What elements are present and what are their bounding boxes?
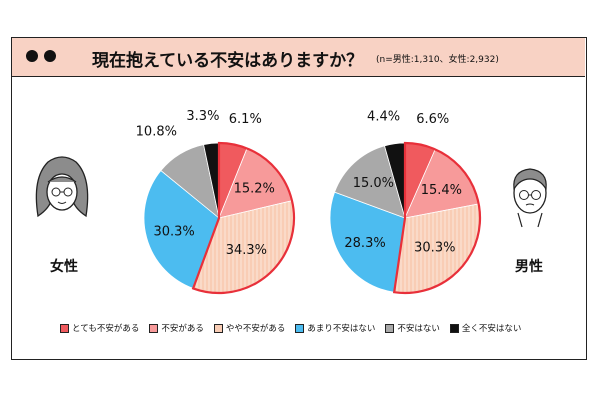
legend-swatch [149, 323, 159, 333]
legend-item: 不安がある [149, 322, 204, 334]
pie-slice [143, 169, 220, 289]
header-dot-icon [44, 50, 56, 62]
legend-item: やや不安がある [213, 322, 286, 334]
data-label: 3.3% [186, 109, 219, 124]
legend-label: やや不安がある [225, 324, 286, 334]
legend-label: 不安はない [397, 324, 440, 334]
legend-swatch [385, 323, 395, 333]
data-label: 15.0% [353, 176, 394, 191]
female-face-icon [35, 156, 89, 218]
header-dot-icon [26, 50, 38, 62]
pie-slice [329, 191, 406, 293]
data-label: 30.3% [153, 224, 194, 239]
data-label: 10.8% [136, 125, 177, 140]
chart-header: 現在抱えている不安はありますか？ (n=男性:1,310、女性:2,932) [12, 38, 585, 77]
legend-label: とても不安がある [72, 324, 140, 334]
legend-item: とても不安がある [60, 322, 139, 334]
highlight-outline [191, 141, 296, 295]
data-label: 6.1% [229, 112, 262, 127]
pie-charts: 6.1% 15.2% 34.3% 30.3% 10.8% 3.3% 6.6% 15.4% 30.… [35, 109, 547, 295]
legend-label: 不安がある [161, 324, 204, 334]
male-face-icon [513, 168, 547, 228]
data-label: 28.3% [344, 236, 385, 251]
chart-title: 現在抱えている不安はありますか？ [92, 51, 364, 71]
legend-item: あまり不安はない [295, 322, 375, 334]
sample-size-note: (n=男性:1,310、女性:2,932) [376, 55, 499, 65]
chart-frame: 現在抱えている不安はありますか？ (n=男性:1,310、女性:2,932) [11, 37, 587, 360]
legend: とても不安がある 不安がある やや不安がある あまり不安はない 不安はない 全く不安はない [60, 322, 521, 334]
data-label: 30.3% [414, 241, 455, 256]
legend-label: 全く不安はない [461, 324, 522, 334]
male-group-label: 男性 [515, 259, 543, 275]
pie-slice [334, 145, 406, 219]
legend-item: 全く不安はない [449, 322, 522, 334]
legend-label: あまり不安はない [307, 324, 376, 334]
legend-swatch [295, 323, 305, 333]
legend-swatch [449, 323, 459, 333]
highlight-outline [392, 141, 482, 295]
data-label: 6.6% [416, 112, 449, 127]
legend-swatch [60, 323, 69, 333]
legend-swatch [213, 323, 223, 333]
data-label: 34.3% [226, 243, 267, 258]
female-group-label: 女性 [50, 259, 78, 275]
data-label: 4.4% [367, 109, 400, 124]
data-label: 15.2% [234, 182, 275, 197]
data-label: 15.4% [421, 183, 462, 198]
legend-item: 不安はない [385, 322, 440, 334]
